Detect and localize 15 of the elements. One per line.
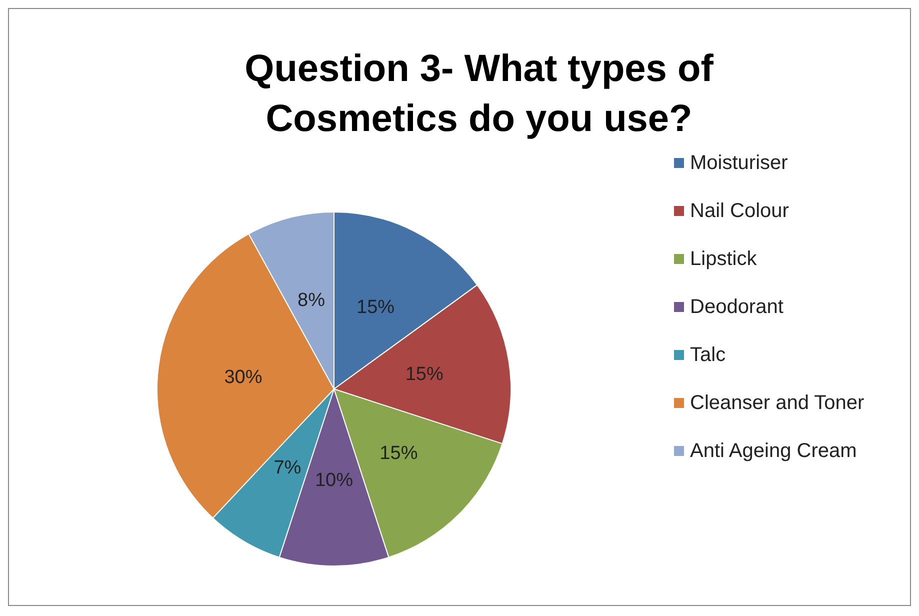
legend-label: Moisturiser [690, 152, 788, 174]
legend-label: Lipstick [690, 248, 758, 270]
legend-label: Anti Ageing Cream [690, 440, 857, 462]
data-label: 15% [380, 443, 418, 464]
data-label: 8% [298, 290, 326, 311]
legend-label: Nail Colour [690, 200, 790, 222]
data-label: 15% [405, 364, 444, 386]
data-label: 15% [356, 296, 395, 318]
data-label: 30% [224, 367, 262, 388]
legend-label: Deodorant [690, 296, 784, 318]
data-label: 10% [314, 470, 354, 491]
chart-title: Question 3- What types of Cosmetics do you use? [244, 48, 714, 140]
legend-label: Talc [690, 344, 726, 366]
legend-label: Cleanser and Toner [690, 392, 865, 414]
data-label: 7% [274, 457, 302, 478]
